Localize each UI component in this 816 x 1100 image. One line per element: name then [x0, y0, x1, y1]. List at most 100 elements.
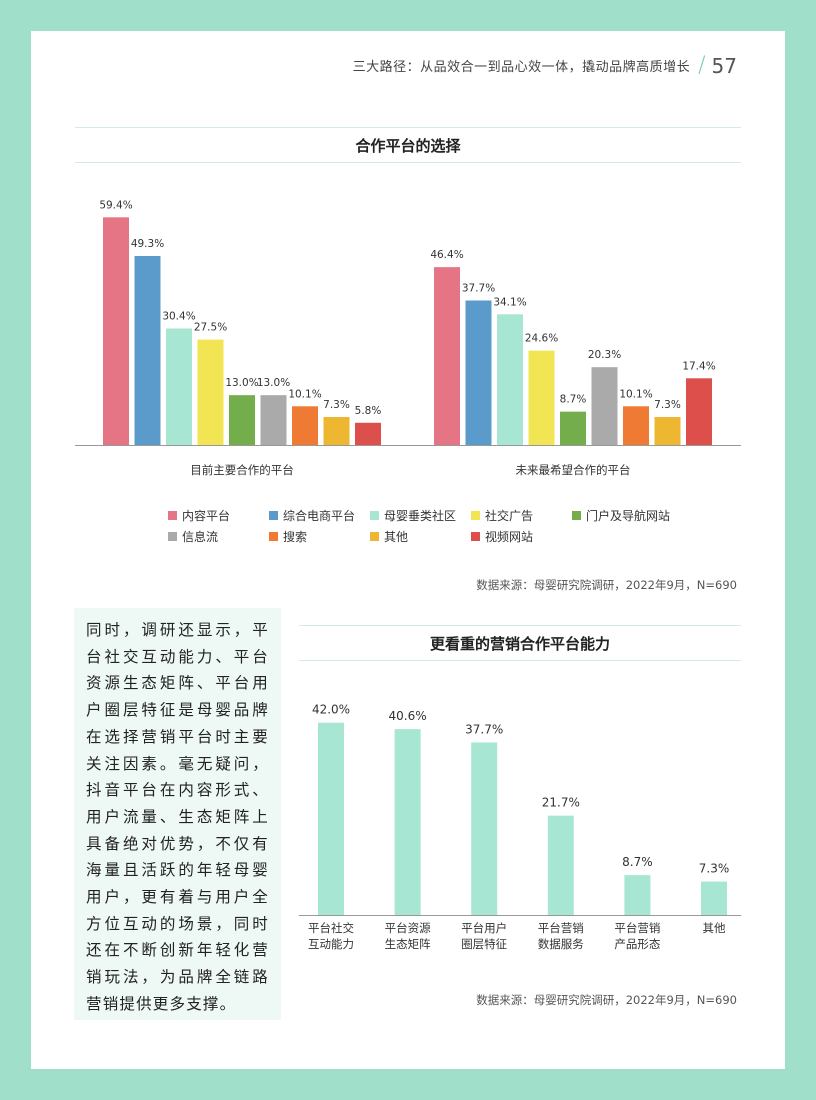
legend-item: 视频网站: [471, 529, 572, 544]
chart1-bar: [528, 350, 555, 445]
chart2-category-label: 数据服务: [538, 937, 584, 951]
chart1-data-label: 27.5%: [194, 322, 227, 334]
legend-item: 信息流: [168, 529, 269, 544]
page-header: 三大路径：从品效合一到品心效一体，撬动品牌高质增长 / 57: [353, 53, 737, 78]
chart1-category-label: 目前主要合作的平台: [190, 463, 294, 477]
chart2-bar: [624, 875, 651, 915]
header-title: 三大路径：从品效合一到品心效一体，撬动品牌高质增长: [352, 60, 691, 75]
chart1-data-label: 5.8%: [355, 405, 382, 417]
chart2-category-label: 产品形态: [614, 937, 660, 951]
chart1-plot: 59.4%49.3%30.4%27.5%13.0%13.0%10.1%7.3% 5…: [75, 199, 741, 477]
chart1-data-label: 46.4%: [430, 249, 463, 261]
chart1-bar: [497, 314, 523, 445]
chart2-category-label: 其他: [703, 921, 726, 935]
chart1-data-label: 24.6%: [525, 333, 558, 345]
chart2-title: 更看重的营销合作平台能力: [299, 625, 741, 661]
chart2-category-label: 平台资源: [385, 921, 431, 935]
chart1-bar: [292, 406, 318, 445]
chart2-data-label: 8.7%: [622, 855, 653, 869]
legend-swatch: [370, 531, 379, 541]
chart1-data-label: 17.4%: [682, 360, 715, 372]
legend-item: 内容平台: [168, 508, 269, 523]
chart2-data-label: 40.6%: [389, 709, 427, 723]
chart1-bar: [103, 217, 129, 445]
legend-item: 搜索: [269, 529, 370, 544]
chart1-bar: [623, 406, 649, 445]
legend-swatch: [168, 531, 177, 541]
legend-swatch: [269, 510, 278, 520]
chart2-category-label: 圈层特征: [461, 937, 507, 951]
legend-label: 搜索: [283, 529, 308, 544]
chart1-data-label: 13.0%: [257, 377, 290, 389]
chart1-bar: [260, 395, 287, 445]
chart1-data-label: 20.3%: [588, 349, 621, 361]
chart2-category-label: 平台营销: [538, 921, 584, 935]
chart2-bar: [471, 742, 498, 915]
chart1-bar: [197, 339, 224, 445]
chart1-bar: [560, 411, 586, 445]
body-text: 同时，调研还显示，平台社交互动能力、平台资源生态矩阵、平台用户圈层特征是母婴品牌…: [86, 621, 269, 1013]
chart1-data-label: 7.3%: [654, 399, 681, 411]
chart1-data-label: 34.1%: [493, 296, 526, 308]
chart1-bar: [229, 395, 255, 445]
chart1-data-label: 10.1%: [619, 388, 652, 400]
legend-swatch: [370, 510, 379, 520]
page: 三大路径：从品效合一到品心效一体，撬动品牌高质增长 / 57 合作平台的选择 5…: [31, 31, 785, 1069]
chart1-bar: [686, 378, 712, 445]
chart2-bar: [318, 722, 344, 915]
chart1-data-label: 8.7%: [560, 394, 587, 406]
legend-item: 综合电商平台: [269, 508, 370, 523]
legend-label: 社交广告: [485, 508, 534, 523]
chart2-plot: 42.0% 平台社交互动能力 40.6% 平台资源生态矩阵 37.7% 平台用户圈层特征 2…: [299, 703, 741, 951]
legend-swatch: [471, 531, 480, 541]
legend-swatch: [471, 510, 480, 520]
legend-label: 其他: [384, 529, 409, 544]
chart1-source: 数据来源：母婴研究院调研，2022年9月，N=690: [476, 578, 737, 592]
legend-item: 母婴垂类社区: [370, 508, 471, 523]
chart2-data-label: 37.7%: [465, 722, 503, 736]
chart1-data-label: 37.7%: [462, 282, 495, 294]
chart1-data-label: 13.0%: [225, 377, 258, 389]
chart2-source: 数据来源：母婴研究院调研，2022年9月，N=690: [476, 993, 737, 1007]
legend-label: 母婴垂类社区: [384, 508, 457, 523]
chart1-bar: [323, 417, 350, 445]
chart1-data-label: 10.1%: [288, 388, 321, 400]
chart2-data-label: 7.3%: [699, 862, 730, 876]
chart1-data-label: 49.3%: [131, 238, 164, 250]
chart2-data-label: 21.7%: [542, 796, 580, 810]
chart1-data-label: 59.4%: [99, 199, 132, 211]
legend-swatch: [168, 510, 177, 520]
legend-item: 门户及导航网站: [572, 508, 673, 523]
header-divider: /: [698, 53, 706, 78]
legend-label: 信息流: [182, 529, 219, 544]
chart2-category-label: 平台用户: [461, 921, 507, 935]
chart1-legend: 内容平台 综合电商平台 母婴垂类社区 社交广告 门户及导航网站信息流 搜索 其他 视频网站: [168, 508, 688, 544]
chart1-bar: [591, 367, 618, 445]
chart1-title: 合作平台的选择: [75, 127, 741, 163]
legend-swatch: [269, 531, 278, 541]
chart2-bar: [547, 815, 574, 915]
legend-label: 视频网站: [485, 529, 534, 544]
legend-label: 综合电商平台: [283, 508, 356, 523]
legend-item: 社交广告: [471, 508, 572, 523]
chart2-category-label: 平台营销: [614, 921, 660, 935]
chart1-data-label: 30.4%: [162, 310, 195, 322]
chart1-bar: [355, 422, 381, 445]
chart1-data-label: 7.3%: [323, 399, 350, 411]
chart2-category-label: 平台社交: [308, 921, 354, 935]
legend-swatch: [572, 510, 581, 520]
chart2-bar: [701, 881, 727, 915]
chart1-bar: [654, 417, 681, 445]
legend-label: 门户及导航网站: [586, 508, 671, 523]
chart1-category-label: 未来最希望合作的平台: [516, 463, 631, 477]
page-number: 57: [711, 53, 737, 78]
chart2-category-label: 生态矩阵: [385, 937, 431, 951]
legend-label: 内容平台: [182, 508, 231, 523]
chart2-category-label: 互动能力: [308, 937, 354, 951]
chart1-bar: [166, 328, 192, 445]
chart2-bar: [394, 729, 421, 915]
legend-item: 其他: [370, 529, 471, 544]
chart1-bar: [134, 256, 161, 445]
chart2-data-label: 42.0%: [312, 703, 350, 717]
chart1-bar: [434, 267, 460, 445]
